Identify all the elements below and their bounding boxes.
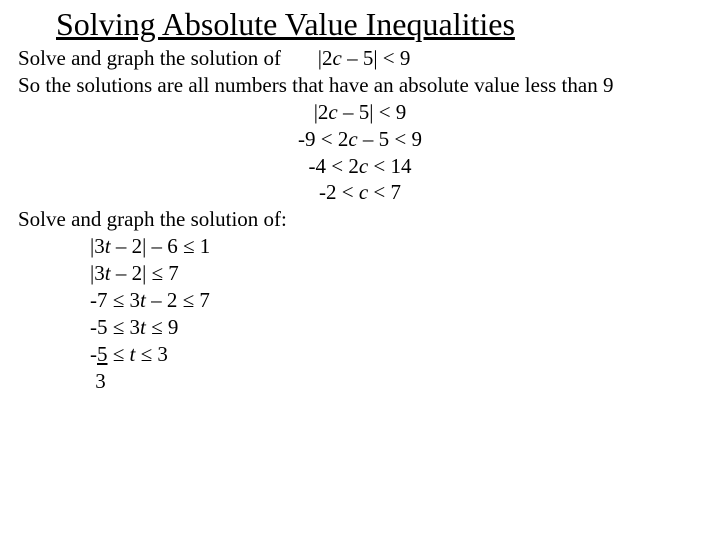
slide-container: Solving Absolute Value Inequalities Solv… bbox=[0, 0, 720, 412]
work-block-1: |2c – 5| < 9 -9 < 2c – 5 < 9 -4 < 2c < 1… bbox=[18, 99, 702, 207]
p2-step5: -5 ≤ t ≤ 3 bbox=[90, 341, 702, 368]
p1b: – 5| < 9 bbox=[342, 46, 411, 70]
step4: -2 < c < 7 bbox=[18, 179, 702, 206]
work-block-2: |3t – 2| – 6 ≤ 1 |3t – 2| ≤ 7 -7 ≤ 3t – … bbox=[18, 233, 702, 394]
p1a: Solve and graph the solution of |2 bbox=[18, 46, 333, 70]
problem2-line: Solve and graph the solution of: bbox=[18, 206, 702, 233]
step3: -4 < 2c < 14 bbox=[18, 153, 702, 180]
p2-step4: -5 ≤ 3t ≤ 9 bbox=[90, 314, 702, 341]
p2-step6: 3 bbox=[90, 368, 702, 395]
step1: |2c – 5| < 9 bbox=[18, 99, 702, 126]
explanation-line: So the solutions are all numbers that ha… bbox=[18, 72, 702, 99]
step2: -9 < 2c – 5 < 9 bbox=[18, 126, 702, 153]
slide-title: Solving Absolute Value Inequalities bbox=[56, 6, 702, 43]
problem1-line: Solve and graph the solution of |2c – 5|… bbox=[18, 45, 702, 72]
p2-step1: |3t – 2| – 6 ≤ 1 bbox=[90, 233, 702, 260]
p2-step3: -7 ≤ 3t – 2 ≤ 7 bbox=[90, 287, 702, 314]
frac-top: 5 bbox=[97, 342, 108, 366]
p1-var: c bbox=[333, 46, 342, 70]
p2-step2: |3t – 2| ≤ 7 bbox=[90, 260, 702, 287]
